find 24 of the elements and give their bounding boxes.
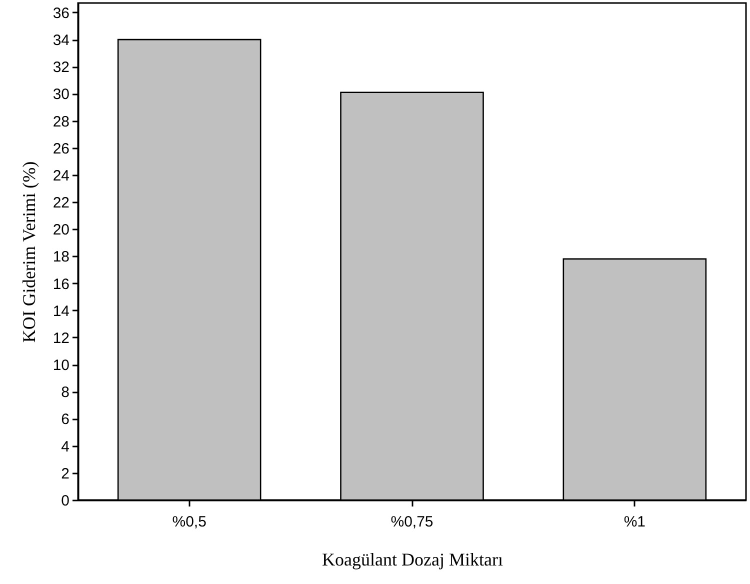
x-tick-label: %0,75 bbox=[390, 514, 434, 530]
y-tick-label: 8 bbox=[61, 384, 70, 402]
y-tick-label: 2 bbox=[61, 465, 70, 482]
y-tick-label: 18 bbox=[52, 248, 70, 266]
y-tick-label: 34 bbox=[52, 32, 70, 50]
y-tick-label: 14 bbox=[52, 302, 70, 320]
y-tick-label: 16 bbox=[52, 276, 70, 293]
y-tick-label: 22 bbox=[52, 194, 70, 212]
y-tick-label: 26 bbox=[52, 140, 70, 158]
y-tick-label: 20 bbox=[52, 222, 70, 239]
y-axis-title: KOI Giderim Verimi (%) bbox=[18, 161, 39, 343]
x-axis-title: Koagülant Dozaj Miktarı bbox=[322, 550, 503, 570]
y-tick-label: 10 bbox=[52, 357, 70, 374]
y-tick-label: 32 bbox=[52, 59, 70, 76]
y-tick-label: 4 bbox=[61, 438, 70, 456]
x-tick-label: %1 bbox=[624, 514, 646, 530]
y-tick-label: 30 bbox=[52, 86, 70, 104]
y-tick-label: 6 bbox=[61, 411, 70, 428]
y-tick-label: 28 bbox=[52, 113, 70, 130]
y-tick-label: 12 bbox=[52, 330, 70, 347]
x-tick-label: %0,5 bbox=[172, 514, 206, 530]
y-tick-label: 36 bbox=[52, 4, 70, 22]
y-tick-label: 0 bbox=[61, 492, 70, 510]
y-tick-label: 24 bbox=[52, 167, 70, 184]
